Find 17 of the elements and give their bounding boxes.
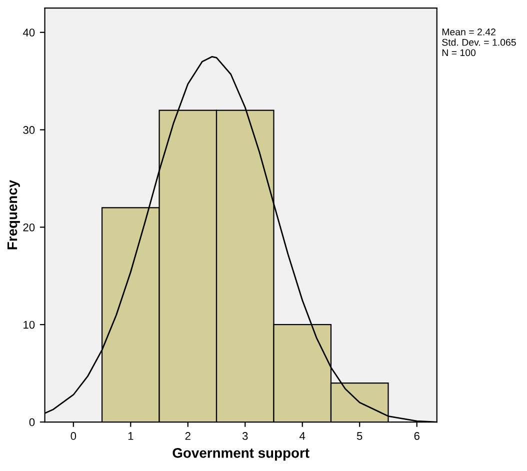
x-tick-label: 1 bbox=[128, 432, 134, 440]
y-axis-title: Frequency bbox=[8, 180, 20, 250]
y-tick-label: 10 bbox=[24, 320, 35, 329]
y-tick-label: 30 bbox=[23, 126, 35, 134]
x-axis-title: Government support bbox=[172, 448, 310, 461]
x-tick-label: 0 bbox=[70, 432, 76, 440]
text: Mean = 2.42 bbox=[442, 28, 496, 36]
text: Std. Dev. = 1.065 bbox=[442, 38, 516, 46]
x-tick-label: 5 bbox=[356, 432, 362, 440]
y-tick-label: 0 bbox=[29, 418, 35, 426]
y-tick-label: 20 bbox=[23, 223, 35, 232]
x-tick-label: 4 bbox=[300, 432, 306, 440]
text: N = 100 bbox=[442, 49, 476, 56]
x-tick-label: 3 bbox=[242, 432, 248, 440]
x-tick-label: 2 bbox=[185, 432, 190, 440]
x-tick-label: 6 bbox=[414, 432, 420, 440]
y-tick-label: 40 bbox=[22, 28, 35, 36]
